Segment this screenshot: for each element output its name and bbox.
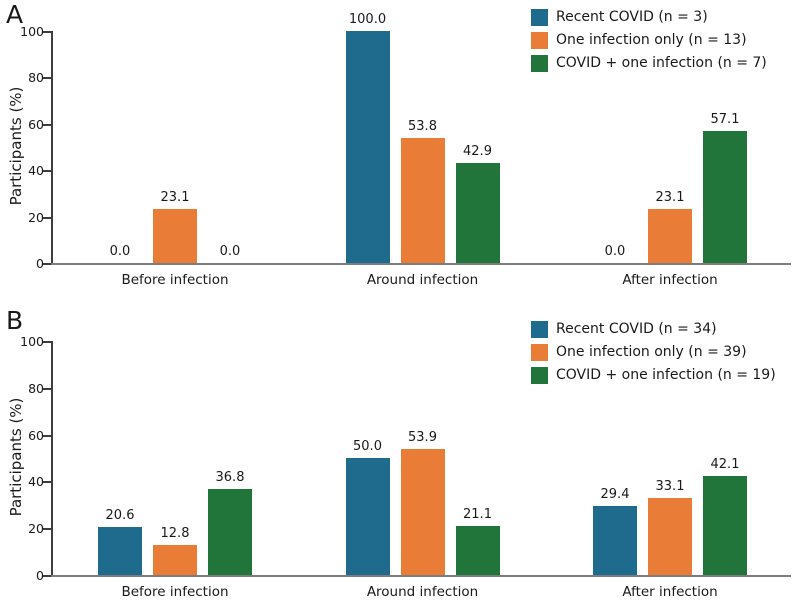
- y-tick-label: 80: [28, 380, 44, 396]
- bar-value-label: 0.0: [219, 244, 241, 259]
- y-tick-label: 100: [20, 334, 44, 349]
- legend-item: One infection only (n = 39): [531, 344, 776, 361]
- bar-value-label: 33.1: [655, 478, 685, 494]
- bar: [703, 130, 747, 263]
- category-label: Before infection: [121, 272, 229, 288]
- bar: [345, 31, 390, 263]
- legend-label: Recent COVID (n = 34): [556, 321, 717, 337]
- bar-value-label: 42.1: [710, 457, 740, 473]
- legend-label: COVID + one infection (n = 19): [556, 367, 776, 383]
- panel-a-letter: A: [6, 0, 24, 29]
- bar-value-label: 0.0: [604, 244, 626, 259]
- panel-a: A Participants (%) 0 20 40 60 80 100 0.0 23.1 0.…: [0, 0, 794, 300]
- bar: [208, 488, 252, 575]
- y-tick-mark: [43, 481, 51, 484]
- y-tick-label: 20: [28, 521, 44, 537]
- bar: [455, 163, 500, 263]
- bar-value-label: 50.0: [353, 439, 382, 454]
- y-tick-label: 80: [28, 70, 44, 86]
- bar-value-label: 53.8: [408, 119, 437, 135]
- y-axis-line: [51, 31, 53, 265]
- category-label: Around infection: [366, 584, 479, 600]
- bar-value-label: 36.8: [215, 469, 245, 485]
- y-tick-mark: [43, 434, 51, 437]
- category-label: Before infection: [121, 584, 229, 600]
- y-tick-label: 0: [36, 256, 44, 271]
- legend-swatch: [531, 344, 548, 361]
- category-label: Around infection: [366, 272, 479, 288]
- legend-label: One infection only (n = 13): [556, 32, 747, 48]
- x-axis-baseline: [51, 575, 791, 577]
- bar-value-label: 12.8: [160, 526, 190, 542]
- y-tick-label: 20: [28, 209, 44, 225]
- bar-value-label: 21.1: [463, 506, 492, 522]
- bar-value-label: 0.0: [109, 244, 131, 259]
- bar-value-label: 20.6: [105, 507, 135, 523]
- y-tick-mark: [43, 216, 51, 219]
- bar: [593, 506, 637, 575]
- legend-label: COVID + one infection (n = 7): [556, 55, 767, 71]
- legend-swatch: [531, 9, 548, 26]
- legend-item: One infection only (n = 13): [531, 32, 767, 49]
- bar: [345, 458, 390, 575]
- y-tick-mark: [43, 341, 51, 343]
- y-tick-mark: [43, 575, 51, 577]
- y-tick-mark: [43, 263, 51, 265]
- bar: [98, 526, 142, 575]
- bar-value-label: 23.1: [655, 190, 685, 206]
- panel-b: B Participants (%) 0 20 40 60 80 100 20.6 12.8 3…: [0, 301, 794, 601]
- y-tick-mark: [43, 170, 51, 173]
- y-tick-mark: [43, 528, 51, 531]
- bar-value-label: 53.9: [408, 429, 437, 445]
- legend-item: Recent COVID (n = 3): [531, 9, 767, 26]
- legend-a: Recent COVID (n = 3) One infection only (…: [531, 9, 767, 78]
- y-tick-mark: [43, 123, 51, 126]
- legend-b: Recent COVID (n = 34) One infection only …: [531, 321, 776, 390]
- bar-value-label: 57.1: [710, 111, 740, 127]
- legend-label: Recent COVID (n = 3): [556, 9, 708, 25]
- category-label: After infection: [622, 272, 718, 288]
- bar: [648, 209, 692, 263]
- bar-value-label: 29.4: [600, 487, 630, 503]
- legend-swatch: [531, 32, 548, 49]
- legend-swatch: [531, 55, 548, 72]
- legend-swatch: [531, 321, 548, 338]
- y-tick-mark: [43, 387, 51, 390]
- bar: [400, 138, 445, 263]
- y-tick-label: 0: [36, 568, 44, 583]
- y-tick-label: 100: [20, 24, 44, 39]
- y-axis-line: [51, 341, 53, 577]
- bar-value-label: 100.0: [348, 12, 387, 27]
- bar-value-label: 42.9: [463, 144, 492, 160]
- y-tick-label: 40: [28, 474, 44, 490]
- legend-label: One infection only (n = 39): [556, 344, 747, 360]
- bar: [455, 525, 500, 575]
- bar: [400, 448, 445, 575]
- y-tick-mark: [43, 77, 51, 80]
- bar: [153, 545, 197, 575]
- legend-item: Recent COVID (n = 34): [531, 321, 776, 338]
- bar: [703, 476, 747, 575]
- plot-area-b: 0 20 40 60 80 100 20.6 12.8 36.8 Before infection…: [0, 301, 794, 601]
- bar: [648, 497, 692, 575]
- y-tick-label: 60: [28, 116, 44, 132]
- y-tick-mark: [43, 31, 51, 33]
- legend-swatch: [531, 367, 548, 384]
- bar-value-label: 23.1: [160, 190, 190, 206]
- legend-item: COVID + one infection (n = 19): [531, 367, 776, 384]
- x-axis-baseline: [51, 263, 791, 265]
- legend-item: COVID + one infection (n = 7): [531, 55, 767, 72]
- category-label: After infection: [622, 584, 718, 600]
- bar: [153, 209, 197, 263]
- y-tick-label: 40: [28, 163, 44, 179]
- plot-area-a: 0 20 40 60 80 100 0.0 23.1 0.0 Before infection 10…: [0, 0, 794, 300]
- panel-b-letter: B: [6, 306, 24, 335]
- y-tick-label: 60: [28, 427, 44, 443]
